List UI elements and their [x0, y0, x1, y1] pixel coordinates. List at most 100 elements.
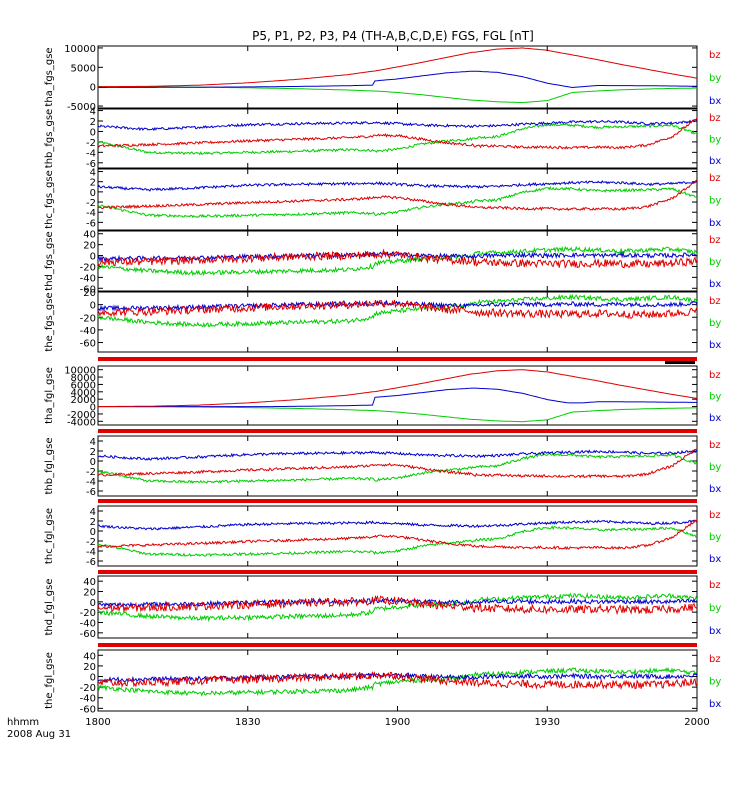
- legend-bz: bz: [709, 370, 721, 381]
- y-axis-label: thc_fgs_gse: [44, 170, 55, 229]
- series-by-line: [97, 666, 698, 697]
- legend-bz: bz: [709, 235, 721, 246]
- legend-by: by: [709, 603, 721, 614]
- y-tick-label: -4: [86, 208, 96, 219]
- panel-frame: [97, 505, 698, 567]
- legend-bz: bz: [709, 113, 721, 124]
- y-tick-label: -4000: [67, 417, 96, 428]
- panel-6: 420-2-4-6 thb_fgl_gse bz by bx: [44, 435, 721, 503]
- legend-bx: bx: [709, 413, 721, 424]
- y-tick-label: 5000: [71, 63, 96, 74]
- legend-by: by: [709, 196, 721, 207]
- y-tick-label: 10000: [64, 366, 96, 377]
- series-by-line: [97, 293, 698, 328]
- panel-2: 420-2-4-6 thc_fgs_gse bz by bx: [44, 168, 721, 231]
- y-tick-label: 0: [90, 457, 96, 468]
- series-bx-line: [97, 671, 698, 683]
- series-bx-line: [97, 180, 698, 192]
- legend-bz: bz: [709, 580, 721, 591]
- x-tick-label: 1900: [385, 717, 410, 728]
- y-tick-label: -40: [80, 694, 96, 705]
- legend-bx: bx: [709, 218, 721, 229]
- legend-by: by: [709, 318, 721, 329]
- chart-title: P5, P1, P2, P3, P4 (TH-A,B,C,D,E) FGS, F…: [252, 29, 534, 43]
- legend-bz: bz: [709, 173, 721, 184]
- y-tick-label: -40: [80, 619, 96, 630]
- y-axis-label: thb_fgs_gse: [44, 109, 55, 168]
- y-tick-label: 0: [90, 188, 96, 199]
- series-by-line: [97, 122, 698, 156]
- series-by-line: [98, 406, 697, 423]
- y-tick-label: -20: [80, 313, 96, 324]
- panel-frame: [97, 168, 698, 231]
- legend-bx: bx: [709, 554, 721, 565]
- y-tick-label: -60: [80, 284, 96, 295]
- series-bz-line: [97, 671, 698, 691]
- legend-bz: bz: [709, 50, 721, 61]
- y-tick-label: -6: [86, 159, 96, 170]
- y-tick-label: 40: [83, 651, 96, 662]
- separator-bar: [98, 643, 697, 647]
- y-tick-label: -4: [86, 148, 96, 159]
- y-tick-label: 40: [83, 577, 96, 588]
- panel-frame: [97, 108, 698, 169]
- y-tick-label: -20: [80, 262, 96, 273]
- y-axis-label: thd_fgs_gse: [44, 231, 55, 290]
- y-tick-label: -2: [86, 138, 96, 149]
- x-tick-label: 1830: [235, 717, 260, 728]
- y-tick-label: 4000: [71, 388, 96, 399]
- y-axis-label: the_fgl_gse: [44, 652, 55, 709]
- panel-frame: [97, 435, 698, 497]
- panel-1: 420-2-4-6 thb_fgs_gse bz by bx: [44, 107, 721, 170]
- legend-by: by: [709, 532, 721, 543]
- y-tick-label: 0: [90, 673, 96, 684]
- y-tick-label: -6: [86, 487, 96, 498]
- separator-bar: [98, 429, 697, 433]
- legend-bx: bx: [709, 626, 721, 637]
- y-tick-label: -60: [80, 704, 96, 715]
- series-by-line: [97, 592, 698, 623]
- y-tick-label: 20: [83, 588, 96, 599]
- y-tick-label: 2: [90, 447, 96, 458]
- y-axis-label: tha_fgs_gse: [44, 47, 55, 106]
- y-tick-label: -4: [86, 477, 96, 488]
- y-tick-label: -2: [86, 198, 96, 209]
- y-tick-label: -2: [86, 467, 96, 478]
- y-tick-label: 0: [90, 403, 96, 414]
- y-axis-label: thc_fgl_gse: [44, 508, 55, 564]
- y-tick-label: 6000: [71, 380, 96, 391]
- legend-bx: bx: [709, 699, 721, 710]
- series-bx-line: [97, 449, 698, 461]
- y-tick-label: 0: [90, 598, 96, 609]
- x-axis: 1800 1830 1900 1930 2000: [85, 46, 710, 728]
- panel-4: 20 0-20 -40 -60 the_fgs_gse bz by bx: [44, 288, 721, 361]
- y-tick-label: 4: [90, 168, 96, 179]
- y-axis-label: tha_fgl_gse: [44, 367, 55, 424]
- x-axis-label: hhmm: [7, 717, 39, 728]
- y-tick-label: -2: [86, 537, 96, 548]
- y-tick-label: 40: [83, 230, 96, 241]
- y-axis-label: the_fgs_gse: [44, 292, 55, 351]
- series-by-line: [98, 86, 698, 104]
- y-tick-label: -40: [80, 273, 96, 284]
- y-tick-label: 0: [90, 527, 96, 538]
- legend-by: by: [709, 392, 721, 403]
- series-by-line: [97, 525, 698, 558]
- series-bz-line: [97, 518, 698, 551]
- legend-bx: bx: [709, 96, 721, 107]
- y-axis-label: thd_fgl_gse: [44, 579, 55, 636]
- y-tick-label: 2000: [71, 395, 96, 406]
- x-tick-label: 2000: [684, 717, 709, 728]
- x-tick-label: 1800: [85, 717, 110, 728]
- legend-bx: bx: [709, 279, 721, 290]
- legend-by: by: [709, 257, 721, 268]
- panel-7: 420-2-4-6 thc_fgl_gse bz by bx: [44, 505, 721, 574]
- y-tick-label: 20: [83, 288, 96, 299]
- y-tick-label: 4: [90, 507, 96, 518]
- separator-bar: [98, 499, 697, 503]
- y-axis-label: thb_fgl_gse: [44, 438, 55, 495]
